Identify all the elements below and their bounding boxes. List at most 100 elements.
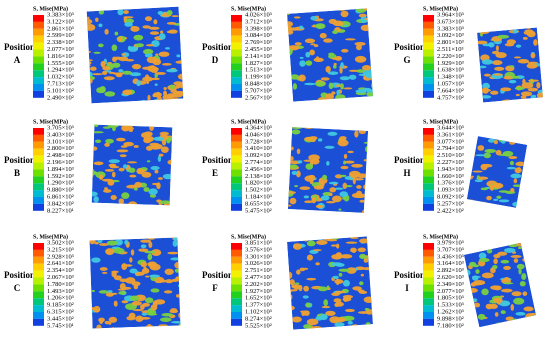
stress-blob bbox=[143, 135, 154, 142]
stress-blob bbox=[517, 167, 521, 173]
stress-blob bbox=[511, 318, 520, 322]
stress-blob bbox=[530, 52, 536, 59]
legend-swatch bbox=[33, 284, 44, 292]
legend-value: 3.445×10² bbox=[47, 315, 74, 322]
legend-swatch bbox=[231, 298, 242, 306]
stress-blob bbox=[510, 173, 522, 179]
stress-blob bbox=[108, 316, 118, 323]
stress-blob bbox=[176, 237, 181, 239]
legend-value: 3.851×10³ bbox=[245, 239, 272, 246]
stress-blob bbox=[169, 203, 173, 206]
stress-blob bbox=[480, 201, 487, 204]
stress-blob bbox=[495, 52, 507, 59]
stress-blob bbox=[369, 243, 373, 249]
stress-blob bbox=[522, 36, 528, 40]
stress-blob bbox=[466, 152, 472, 156]
stress-blob bbox=[365, 322, 371, 326]
legend-swatch bbox=[33, 155, 44, 163]
legend-value: 3.215×10³ bbox=[47, 246, 74, 253]
stress-blob bbox=[358, 123, 369, 126]
stress-blob bbox=[471, 151, 476, 157]
stress-blob bbox=[140, 261, 148, 268]
stress-blob bbox=[299, 56, 304, 59]
panel: S, Mise(MPa)PositionG3.964×10³3.673×10³3… bbox=[394, 5, 464, 101]
stress-blob bbox=[310, 15, 318, 21]
stress-blob bbox=[503, 282, 514, 285]
stress-blob bbox=[148, 188, 158, 196]
stress-blob bbox=[170, 308, 178, 313]
legend-value: 3.644×10³ bbox=[437, 124, 464, 131]
legend-value: 2.490×10² bbox=[47, 94, 74, 101]
stress-blob bbox=[157, 10, 164, 15]
stress-blob bbox=[498, 199, 510, 203]
stress-blob bbox=[287, 302, 289, 310]
stress-blob bbox=[136, 80, 141, 87]
legend-value: 1.493×10³ bbox=[47, 288, 74, 295]
stress-blob bbox=[92, 124, 99, 127]
legend-swatch bbox=[231, 84, 242, 91]
stress-blob bbox=[509, 160, 514, 166]
stress-blob bbox=[86, 59, 94, 62]
stress-blob bbox=[155, 71, 166, 75]
stress-blob bbox=[111, 292, 118, 295]
stress-blob bbox=[303, 195, 310, 199]
stress-blob bbox=[294, 282, 300, 285]
legend-value: 3.410×10³ bbox=[245, 145, 272, 152]
stress-blob bbox=[149, 31, 160, 35]
stress-blob bbox=[510, 255, 522, 258]
stress-blob bbox=[492, 264, 498, 270]
stress-blob bbox=[116, 328, 125, 329]
stress-blob bbox=[107, 290, 113, 293]
stress-blob bbox=[362, 127, 369, 130]
stress-blob bbox=[365, 72, 373, 79]
stress-blob bbox=[325, 200, 336, 204]
stress-blob bbox=[141, 171, 152, 178]
stress-blob bbox=[302, 295, 309, 299]
stress-blob bbox=[366, 23, 373, 30]
stress-blob bbox=[477, 313, 486, 320]
stress-blob bbox=[328, 82, 334, 90]
stress-blob bbox=[112, 62, 121, 68]
stress-blob bbox=[153, 19, 158, 25]
stress-blob bbox=[500, 288, 513, 293]
stress-blob bbox=[467, 139, 474, 145]
legend-swatch bbox=[423, 277, 434, 285]
stress-blob bbox=[355, 44, 362, 51]
stress-blob bbox=[96, 324, 102, 329]
stress-blob bbox=[495, 149, 502, 156]
stress-blob bbox=[358, 13, 367, 18]
stress-blob bbox=[134, 181, 143, 188]
stress-blob bbox=[129, 174, 137, 178]
stress-blob bbox=[522, 320, 527, 327]
stress-blob bbox=[492, 182, 504, 189]
stress-blob bbox=[104, 187, 108, 190]
stress-blob bbox=[131, 301, 142, 306]
stress-blob bbox=[351, 163, 363, 168]
legend-swatch bbox=[423, 312, 434, 319]
stress-blob bbox=[510, 188, 515, 193]
stress-blob bbox=[158, 324, 168, 328]
stress-blob bbox=[155, 53, 159, 57]
stress-blob bbox=[104, 142, 110, 147]
stress-blob bbox=[287, 97, 291, 102]
stress-blob bbox=[321, 305, 331, 309]
legend-title: S, Mise(MPa) bbox=[423, 5, 458, 12]
stress-blob bbox=[123, 16, 134, 19]
stress-blob bbox=[158, 51, 170, 57]
stress-blob bbox=[343, 153, 348, 159]
legend-value: 9.185×10² bbox=[47, 302, 74, 309]
stress-blob bbox=[97, 238, 103, 244]
stress-blob bbox=[313, 185, 324, 190]
stress-blob bbox=[493, 73, 503, 76]
stress-blob bbox=[333, 298, 342, 303]
stress-blob bbox=[359, 199, 366, 203]
stress-blob bbox=[482, 82, 490, 90]
stress-blob bbox=[353, 100, 362, 102]
stress-blob bbox=[142, 66, 153, 70]
legend-swatch bbox=[423, 84, 434, 91]
legend-value: 3.576×10³ bbox=[245, 246, 272, 253]
legend-value: 2.751×10³ bbox=[245, 267, 272, 274]
stress-blob bbox=[300, 310, 309, 313]
legend-swatch bbox=[231, 21, 242, 29]
stress-blob bbox=[304, 175, 315, 182]
